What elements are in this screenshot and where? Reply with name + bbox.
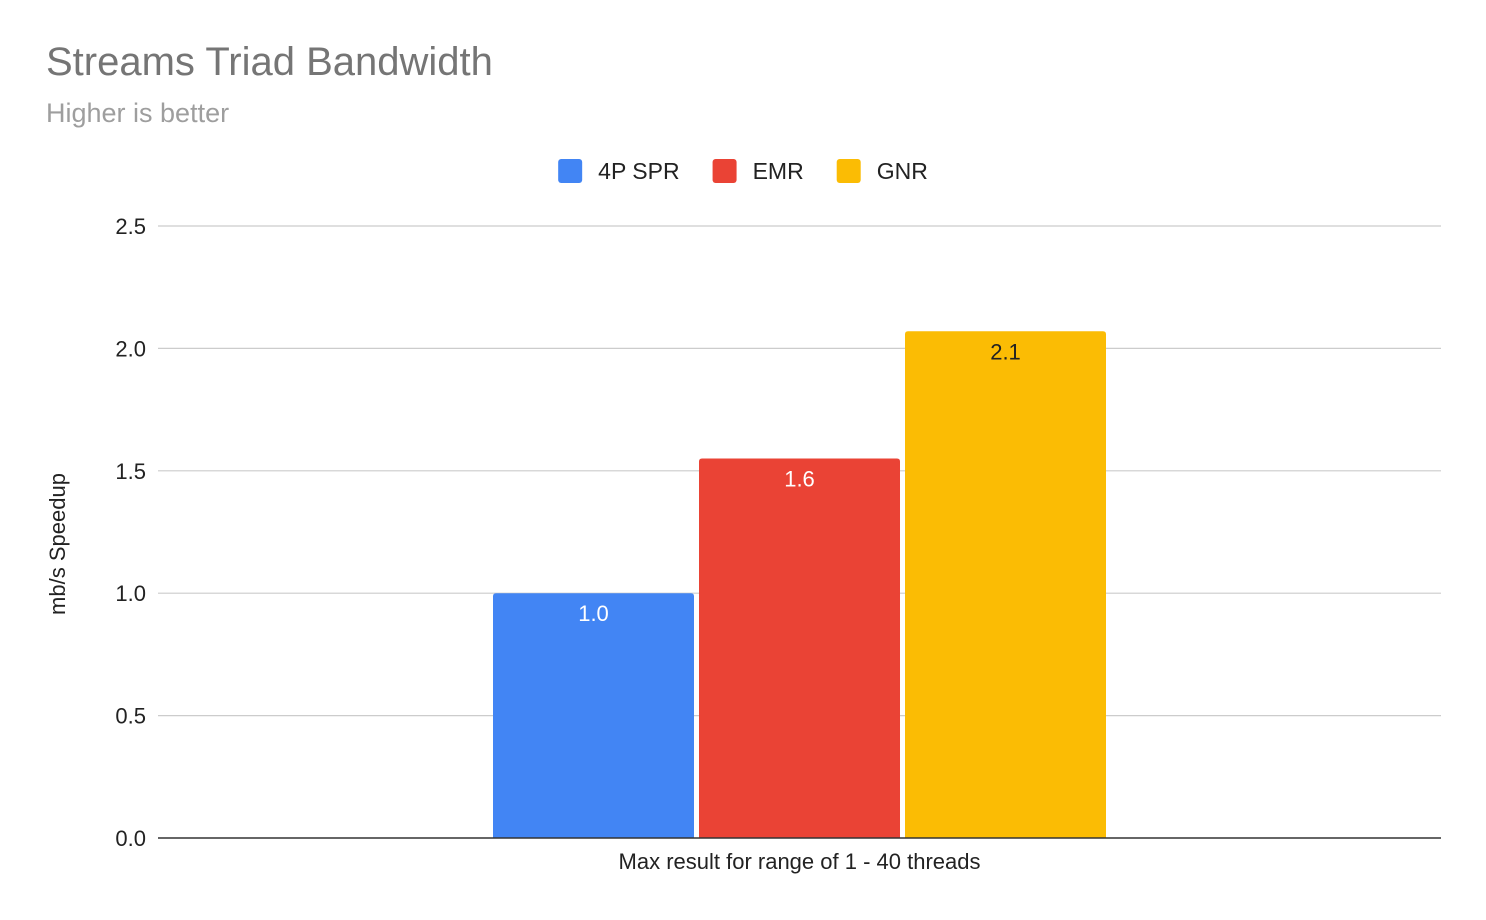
legend-label: 4P SPR xyxy=(598,158,679,184)
legend-label: EMR xyxy=(753,158,804,184)
data-label: 2.1 xyxy=(990,339,1021,364)
y-axis-label: mb/s Speedup xyxy=(45,473,70,615)
y-tick-label: 1.0 xyxy=(115,581,146,606)
legend-label: GNR xyxy=(877,158,928,184)
data-labels: 1.0 1.6 2.1 xyxy=(578,339,1021,626)
bar-4p-spr xyxy=(493,593,694,838)
legend-item-gnr: GNR xyxy=(836,158,928,184)
y-tick-label: 2.5 xyxy=(115,214,146,239)
bar-gnr xyxy=(905,331,1106,838)
y-tick-label: 2.0 xyxy=(115,336,146,361)
chart-title: Streams Triad Bandwidth xyxy=(46,40,493,84)
legend-swatch xyxy=(558,159,583,183)
y-tick-label: 1.5 xyxy=(115,459,146,484)
chart-subtitle: Higher is better xyxy=(46,98,230,128)
y-tick-label: 0.0 xyxy=(115,826,146,851)
x-axis-label: Max result for range of 1 - 40 threads xyxy=(619,849,981,874)
bars xyxy=(493,331,1106,838)
legend-swatch xyxy=(712,159,737,183)
legend-item-4p-spr: 4P SPR xyxy=(558,158,680,184)
data-label: 1.0 xyxy=(578,601,609,626)
y-axis-ticks: 0.0 0.5 1.0 1.5 2.0 2.5 xyxy=(115,214,146,851)
data-label: 1.6 xyxy=(784,467,815,492)
legend-swatch xyxy=(836,159,861,183)
legend-item-emr: EMR xyxy=(712,158,804,184)
bar-emr xyxy=(699,458,900,838)
y-tick-label: 0.5 xyxy=(115,704,146,729)
legend: 4P SPR EMR GNR xyxy=(558,158,928,184)
